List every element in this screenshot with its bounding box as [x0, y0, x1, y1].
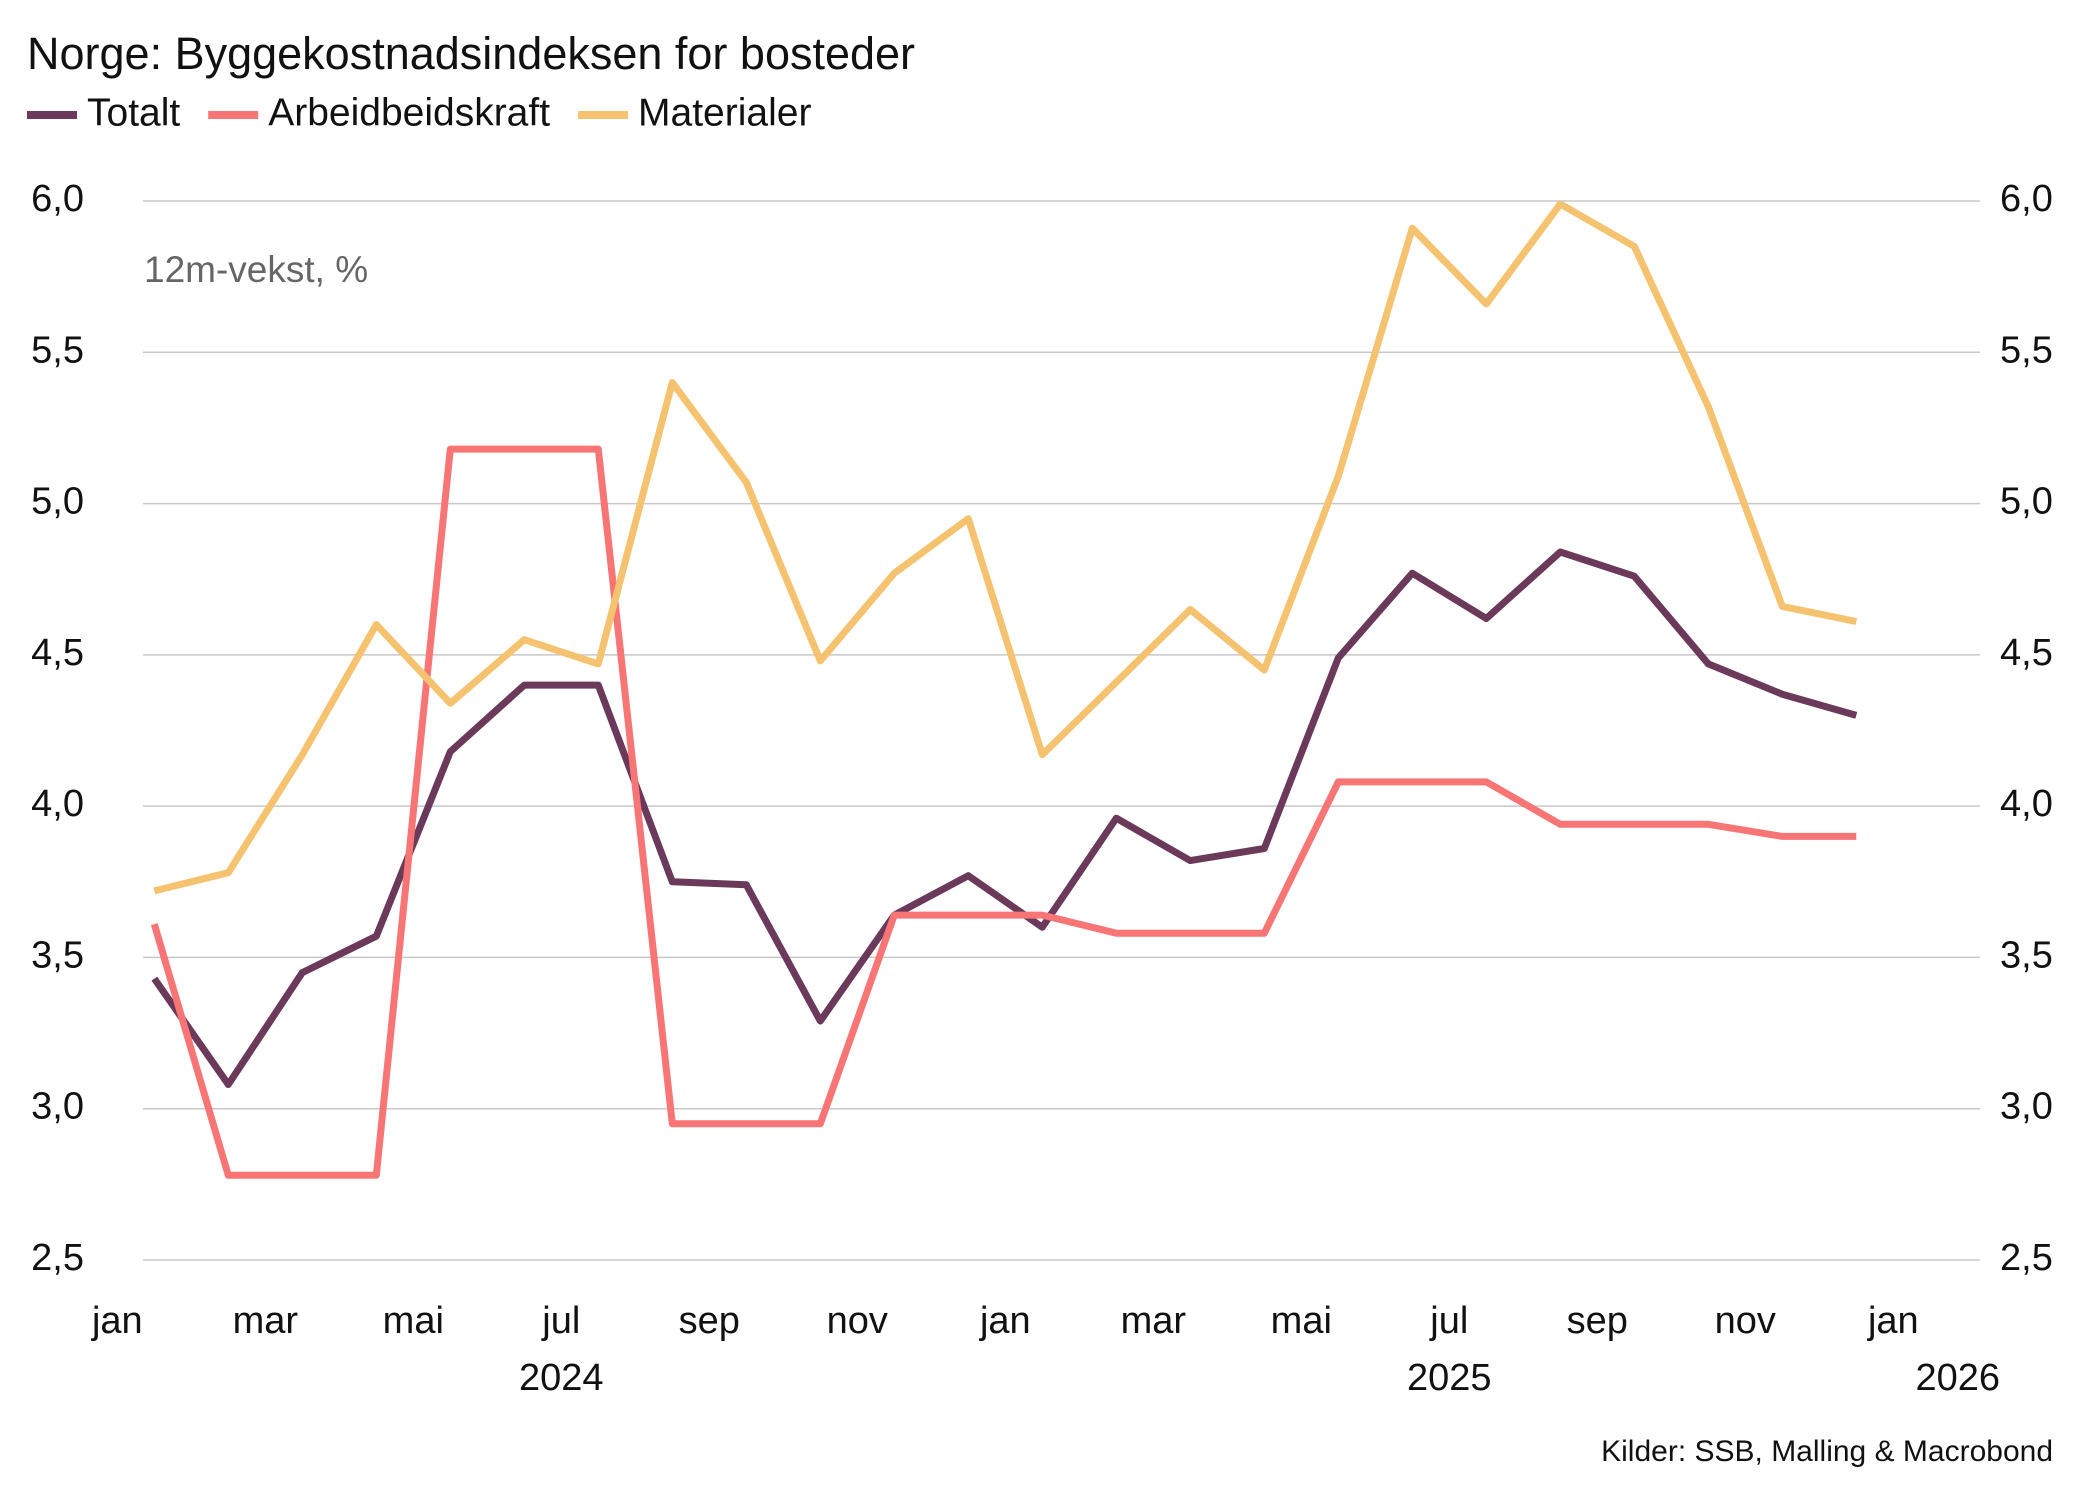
x-tick-label: jan [91, 1300, 143, 1342]
y-tick-label: 6,0 [31, 178, 84, 220]
x-tick-label: jan [1867, 1300, 1919, 1342]
y2-tick-label: 6,0 [2000, 178, 2053, 220]
x-tick-label: jul [1429, 1300, 1468, 1342]
x-tick-label: mar [1121, 1300, 1187, 1342]
year-label: 2025 [1407, 1357, 1492, 1399]
data-line [150, 445, 1857, 1179]
data-line [153, 200, 1858, 895]
y2-tick-label: 3,0 [2000, 1086, 2053, 1128]
annotation: 12m-vekst, % [144, 249, 368, 290]
data-line [151, 548, 1858, 1088]
y-tick-label: 3,0 [31, 1086, 84, 1128]
year-label: 2026 [1915, 1357, 2000, 1399]
x-tick-label: nov [827, 1300, 888, 1342]
legend-label: Totalt [87, 91, 180, 134]
y-tick-label: 2,5 [31, 1237, 84, 1279]
y-tick-label: 5,0 [31, 481, 84, 523]
y2-tick-label: 5,5 [2000, 329, 2053, 371]
y2-tick-label: 5,0 [2000, 481, 2053, 523]
x-tick-label: jul [541, 1300, 580, 1342]
legend-label: Materialer [638, 91, 811, 134]
x-tick-label: mar [233, 1300, 299, 1342]
y2-tick-label: 4,0 [2000, 783, 2053, 825]
x-tick-label: mai [1271, 1300, 1332, 1342]
x-tick-label: sep [1567, 1300, 1628, 1342]
y2-tick-label: 3,5 [2000, 934, 2053, 976]
year-label: 2024 [519, 1357, 604, 1399]
y-tick-label: 4,5 [31, 632, 84, 674]
x-tick-label: nov [1715, 1300, 1776, 1342]
source: Kilder: SSB, Malling & Macrobond [1601, 1435, 2053, 1468]
y2-tick-label: 4,5 [2000, 632, 2053, 674]
x-tick-label: sep [679, 1300, 740, 1342]
y2-tick-label: 2,5 [2000, 1237, 2053, 1279]
x-tick-label: mai [383, 1300, 444, 1342]
y-tick-label: 5,5 [31, 329, 84, 371]
chart-title: Norge: Byggekostnadsindeksen for bostede… [27, 28, 915, 79]
legend-label: Arbeidbeidskraft [268, 91, 550, 134]
y-tick-label: 3,5 [31, 934, 84, 976]
y-tick-label: 4,0 [31, 783, 84, 825]
x-tick-label: jan [979, 1300, 1031, 1342]
